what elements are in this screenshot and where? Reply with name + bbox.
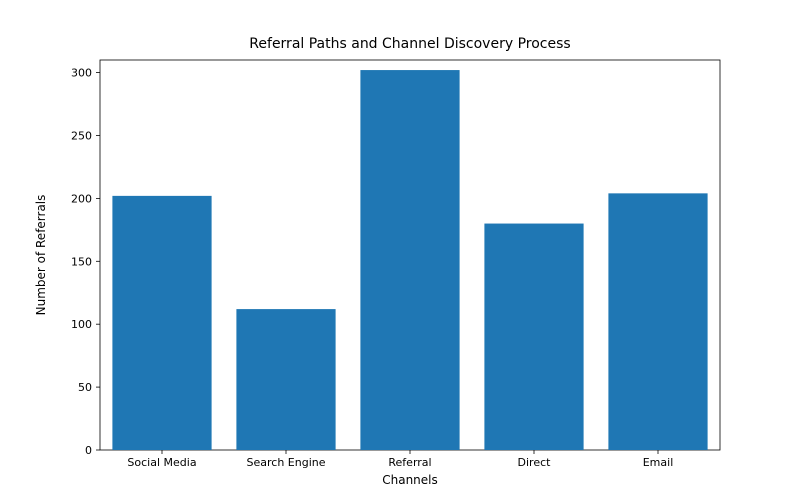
- y-tick-label: 50: [78, 381, 92, 394]
- x-tick-label: Email: [643, 456, 674, 469]
- bar: [112, 196, 211, 450]
- chart-title: Referral Paths and Channel Discovery Pro…: [249, 36, 570, 52]
- bar: [360, 70, 459, 450]
- x-axis-label: Channels: [382, 473, 438, 487]
- bar: [608, 193, 707, 450]
- y-axis-label: Number of Referrals: [34, 195, 48, 316]
- x-tick-label: Direct: [518, 456, 552, 469]
- y-tick-label: 150: [71, 255, 92, 268]
- y-tick-label: 0: [85, 444, 92, 457]
- y-tick-label: 300: [71, 67, 92, 80]
- chart-container: Referral Paths and Channel Discovery Pro…: [0, 0, 800, 500]
- y-tick-label: 100: [71, 318, 92, 331]
- x-tick-label: Social Media: [127, 456, 196, 469]
- x-tick-label: Referral: [388, 456, 431, 469]
- bar: [484, 224, 583, 450]
- x-tick-label: Search Engine: [247, 456, 326, 469]
- bar-chart-svg: Referral Paths and Channel Discovery Pro…: [0, 0, 800, 500]
- bar: [236, 309, 335, 450]
- y-tick-label: 250: [71, 129, 92, 142]
- y-tick-label: 200: [71, 192, 92, 205]
